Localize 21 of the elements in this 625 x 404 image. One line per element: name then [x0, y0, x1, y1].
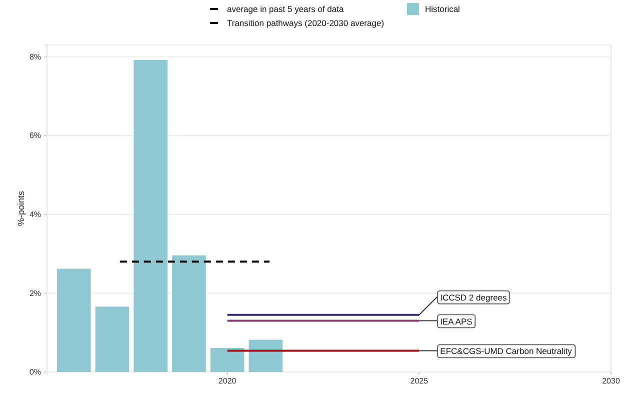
- y-tick-label: 6%: [29, 131, 41, 140]
- bar: [95, 306, 130, 372]
- y-tick-label: 0%: [29, 368, 41, 377]
- bar: [210, 348, 244, 372]
- x-tick-label: 2020: [218, 376, 237, 386]
- legend-label: Historical: [425, 4, 460, 14]
- text: IEA APS: [440, 316, 473, 326]
- bar: [172, 255, 206, 372]
- x-tick-label: 2025: [410, 376, 429, 386]
- text: ICCSD 2 degrees: [440, 292, 507, 302]
- bar: [56, 268, 91, 372]
- bar: [134, 60, 168, 372]
- y-tick-label: 2%: [29, 288, 41, 298]
- y-axis-title: %-points: [16, 190, 26, 226]
- y-tick-label: 8%: [29, 52, 41, 62]
- text: Transition pathways (2020-2030 average): [227, 18, 384, 28]
- x-tick-label: 2030: [602, 376, 620, 386]
- y-tick-label: 4%: [29, 210, 41, 219]
- text: EFC&CGS-UMD Carbon Neutrality: [440, 346, 573, 356]
- bar: [248, 340, 283, 372]
- legend-label: average in past 5 years of data: [227, 4, 344, 14]
